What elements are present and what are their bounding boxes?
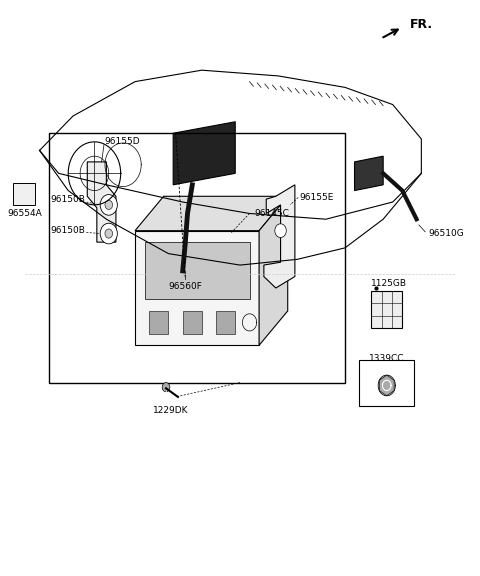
Bar [144,242,250,300]
Circle shape [105,229,113,238]
Polygon shape [173,122,235,185]
Text: 96560F: 96560F [168,282,202,291]
Text: 96150B: 96150B [50,226,85,235]
Text: FR.: FR. [409,18,432,31]
Text: 96554A: 96554A [7,209,42,218]
Circle shape [275,224,286,237]
Text: 1339CC: 1339CC [369,354,405,362]
Text: 96510G: 96510G [429,229,464,238]
Bar [149,311,168,334]
Text: 1229DK: 1229DK [153,406,189,415]
Text: 96155E: 96155E [300,193,334,202]
Polygon shape [87,162,116,242]
Circle shape [105,200,113,210]
Text: 96155D: 96155D [104,137,140,146]
Polygon shape [135,230,259,346]
Circle shape [162,382,170,392]
Circle shape [100,195,117,215]
Polygon shape [355,156,383,191]
Text: 96145C: 96145C [254,209,289,218]
Polygon shape [379,375,394,396]
Text: 96150B: 96150B [50,195,85,204]
Bar [360,359,414,406]
Bar [216,311,235,334]
Circle shape [100,223,117,244]
Polygon shape [264,185,295,288]
Polygon shape [135,196,288,230]
Bar [183,311,202,334]
Bar [13,183,35,205]
Polygon shape [259,196,288,346]
Text: 1125GB: 1125GB [371,279,407,288]
Bar [49,133,345,382]
Bar [371,291,402,328]
